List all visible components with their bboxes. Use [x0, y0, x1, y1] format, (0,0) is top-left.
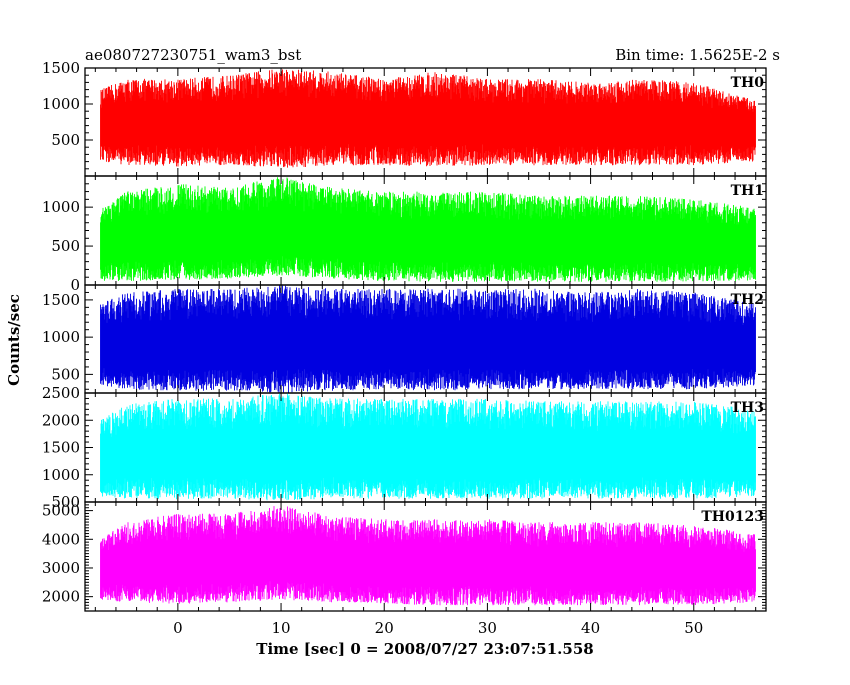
y-tick-label: 1000: [42, 328, 80, 346]
y-tick-label: 1000: [42, 198, 80, 216]
y-tick-label: 1500: [42, 59, 80, 77]
y-tick-label: 500: [51, 237, 80, 255]
panel-label-th0123: TH0123: [701, 509, 764, 525]
x-tick-label: 50: [684, 619, 703, 637]
panel-label-th1: TH1: [731, 183, 764, 199]
header-bin-time: Bin time: 1.5625E-2 s: [615, 46, 780, 64]
header-left-title: ae080727230751_wam3_bst: [85, 46, 301, 64]
panel-th1: 0 500 1000 TH1: [42, 175, 767, 294]
x-tick-label: 20: [375, 619, 394, 637]
panel-th0123: 2000 3000 4000 5000 TH0123: [42, 501, 767, 612]
panel-th2: 500 1000 1500 TH2: [42, 284, 767, 394]
series-th0123: [100, 506, 756, 606]
x-tick-label: 0: [173, 619, 183, 637]
panel-label-th3: TH3: [731, 400, 764, 416]
panel-label-th0: TH0: [731, 75, 765, 91]
series-core-band: [100, 209, 755, 263]
y-tick-label: 5000: [42, 502, 80, 520]
y-tick-label: 1500: [42, 291, 80, 309]
panel-label-th2: TH2: [731, 292, 764, 308]
series-th1: [100, 177, 756, 282]
x-tick-label: 30: [478, 619, 497, 637]
series-core-band: [100, 536, 755, 586]
x-axis-label: Time [sec] 0 = 2008/07/27 23:07:51.558: [256, 640, 593, 658]
y-tick-label: 2500: [42, 384, 80, 402]
y-tick-label: 500: [51, 365, 80, 383]
y-tick-label: 2000: [42, 588, 80, 606]
series-th3: [100, 393, 756, 501]
series-th2: [100, 285, 756, 393]
panel-th3: 500 1000 1500 2000 2500 TH3: [42, 384, 767, 511]
series-core-band: [100, 319, 755, 368]
series-core-band: [100, 428, 755, 477]
y-tick-label: 0: [70, 276, 80, 294]
y-tick-label: 4000: [42, 530, 80, 548]
y-tick-label: 500: [51, 131, 80, 149]
y-axis-label: Counts/sec: [5, 294, 23, 386]
panel-th0: 500 1000 1500 TH0: [42, 59, 767, 177]
y-tick-label: 3000: [42, 559, 80, 577]
y-tick-label: 500: [51, 493, 80, 511]
series-th0: [100, 69, 756, 168]
y-tick-label: 2000: [42, 411, 80, 429]
x-tick-label: 10: [271, 619, 290, 637]
x-tick-label: 40: [581, 619, 600, 637]
series-core-band: [100, 98, 755, 145]
y-tick-label: 1000: [42, 466, 80, 484]
y-tick-label: 1000: [42, 95, 80, 113]
y-tick-label: 1500: [42, 439, 80, 457]
